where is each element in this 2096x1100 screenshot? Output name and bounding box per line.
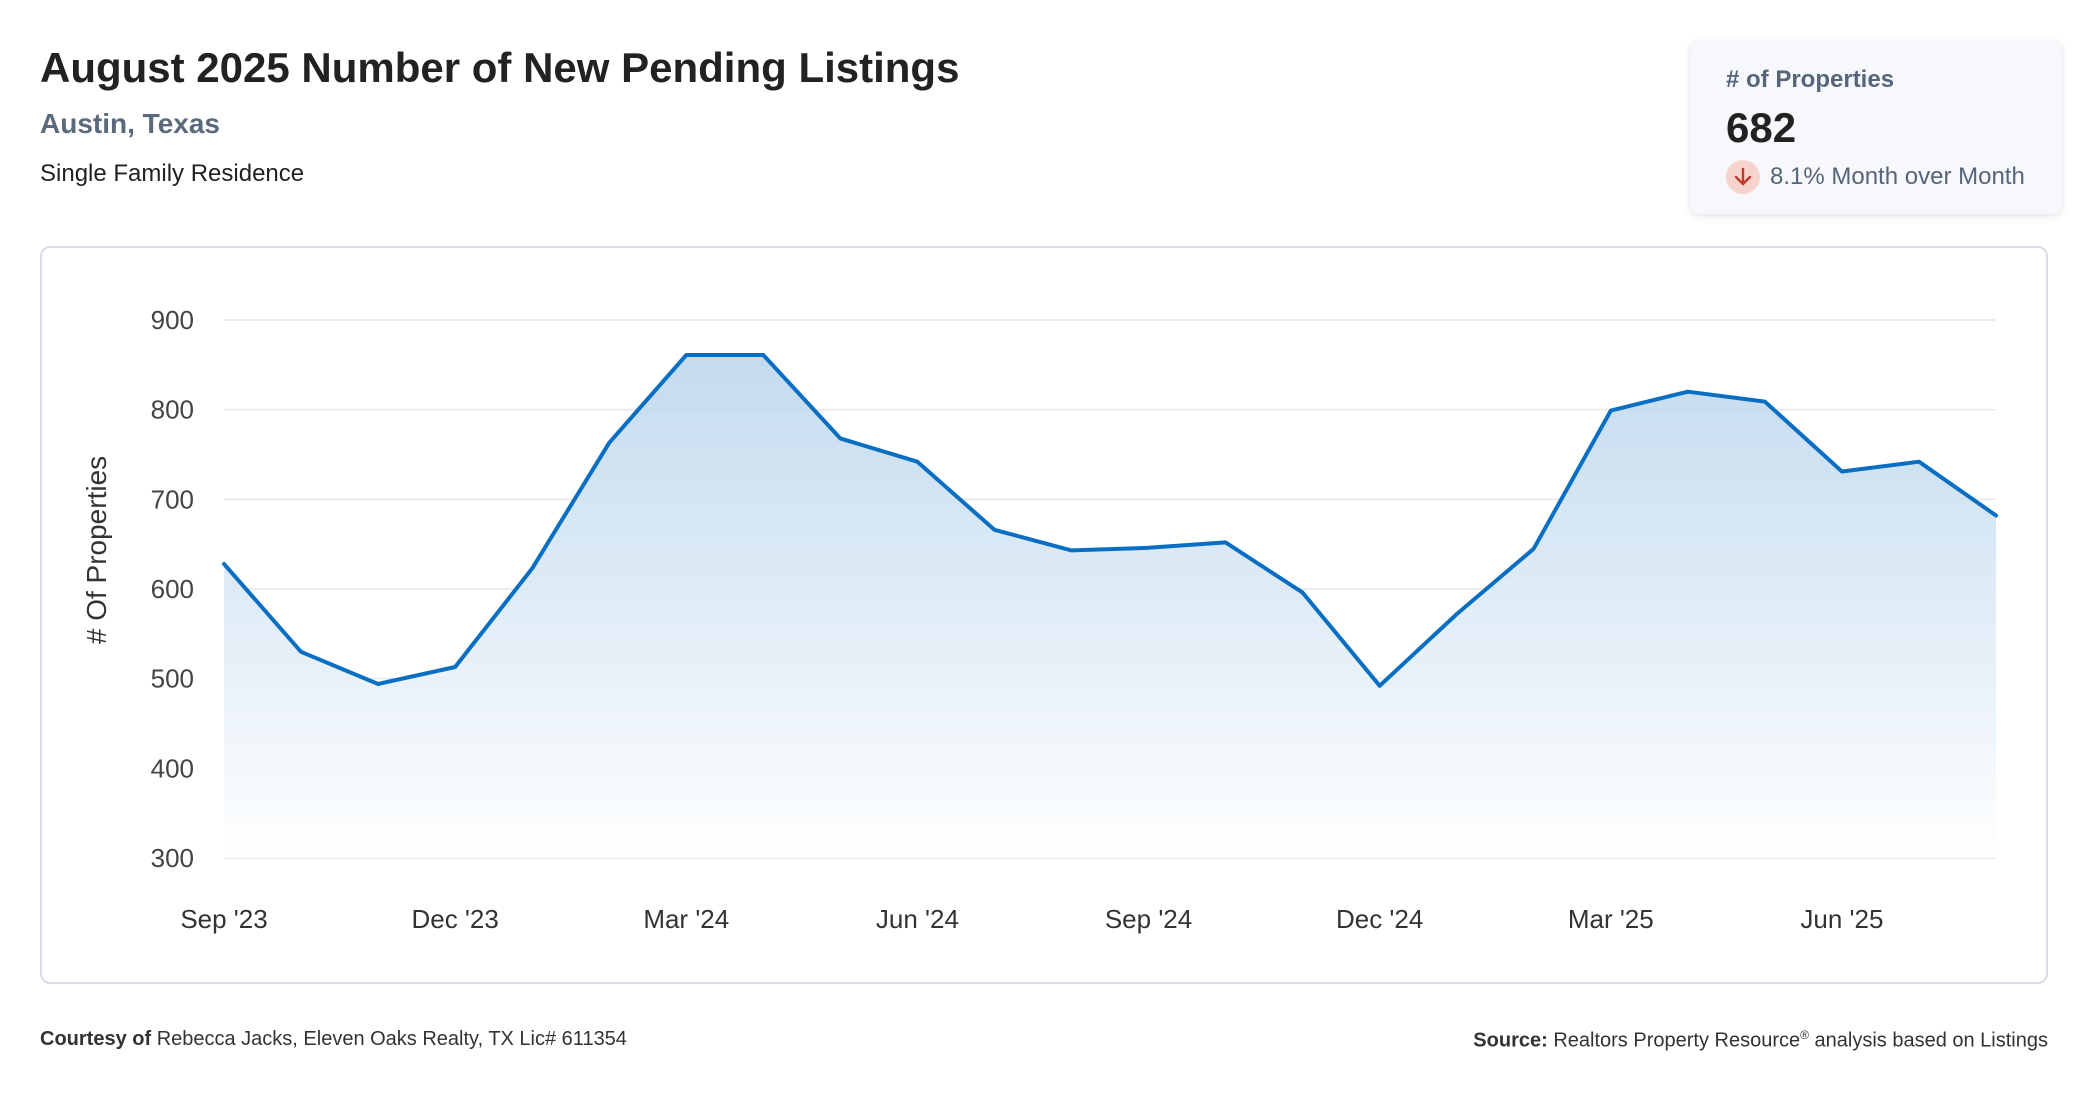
footer-courtesy: Courtesy of Rebecca Jacks, Eleven Oaks R… bbox=[40, 1028, 627, 1051]
registered-mark: ® bbox=[1800, 1028, 1809, 1042]
x-tick-label: Sep '24 bbox=[1105, 904, 1192, 934]
x-tick-label: Jun '24 bbox=[876, 904, 959, 934]
line-chart: 300 400 500 600 700 800 900 Sep '23 Dec '23 Mar … bbox=[81, 305, 1998, 934]
source-name: Realtors Property Resource bbox=[1553, 1029, 1801, 1052]
y-tick-label: 900 bbox=[151, 305, 194, 335]
courtesy-text: Rebecca Jacks, Eleven Oaks Realty, TX Li… bbox=[156, 1028, 627, 1050]
y-tick-label: 700 bbox=[151, 484, 194, 514]
source-suffix: analysis based on Listings bbox=[1814, 1029, 2048, 1052]
x-axis-ticks: Sep '23 Dec '23 Mar '24 Jun '24 Sep '24 Dec '… bbox=[180, 904, 1883, 934]
location-subtitle: Austin, Texas bbox=[40, 108, 220, 139]
series-line bbox=[222, 353, 1998, 688]
x-tick-label: Dec '23 bbox=[411, 904, 498, 934]
x-tick-label: Mar '24 bbox=[643, 904, 729, 934]
y-tick-label: 400 bbox=[151, 753, 194, 783]
property-type-label: Single Family Residence bbox=[40, 160, 305, 187]
source-label: Source: bbox=[1473, 1029, 1548, 1052]
y-axis-ticks: 300 400 500 600 700 800 900 bbox=[151, 305, 194, 873]
y-axis-label: # Of Properties bbox=[81, 456, 112, 644]
y-tick-label: 800 bbox=[151, 395, 194, 425]
x-tick-label: Dec '24 bbox=[1336, 904, 1423, 934]
chart-panel: 300 400 500 600 700 800 900 Sep '23 Dec '23 Mar … bbox=[40, 246, 2048, 984]
footer-source: Source: Realtors Property Resource® anal… bbox=[1473, 1028, 2048, 1053]
kpi-change-text: 8.1% Month over Month bbox=[1770, 163, 2025, 190]
courtesy-label: Courtesy of bbox=[40, 1028, 152, 1050]
x-tick-label: Mar '25 bbox=[1568, 904, 1654, 934]
x-tick-label: Sep '23 bbox=[180, 904, 267, 934]
arrow-down-icon bbox=[1726, 160, 1760, 194]
page-title: August 2025 Number of New Pending Listin… bbox=[40, 44, 960, 91]
kpi-card: # of Properties 682 8.1% Month over Mont… bbox=[1690, 40, 2062, 214]
y-tick-label: 500 bbox=[151, 664, 194, 694]
kpi-label: # of Properties bbox=[1726, 66, 1895, 93]
area-fill bbox=[224, 355, 1996, 858]
kpi-value: 682 bbox=[1726, 104, 1797, 151]
y-tick-label: 600 bbox=[151, 574, 194, 604]
kpi-change: 8.1% Month over Month bbox=[1726, 160, 2025, 194]
x-tick-label: Jun '25 bbox=[1800, 904, 1883, 934]
y-tick-label: 300 bbox=[151, 843, 194, 873]
